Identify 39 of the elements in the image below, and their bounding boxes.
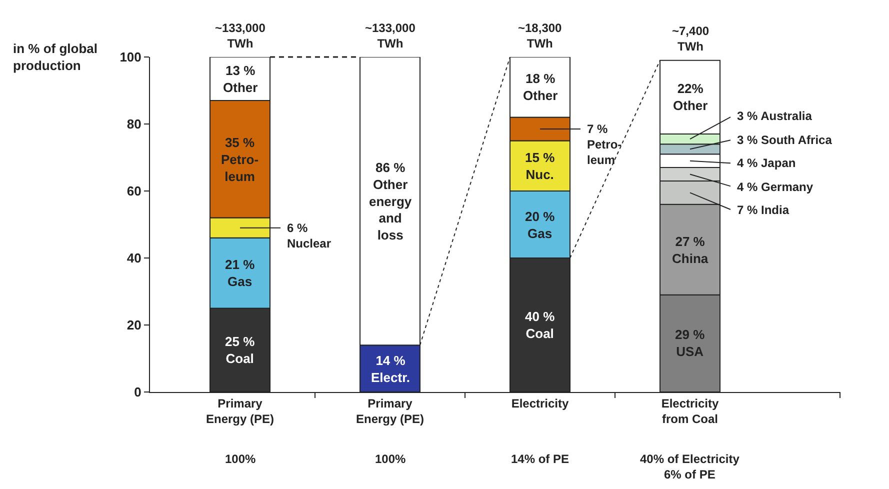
text: ~133,000 TWh — [365, 21, 416, 51]
text: ~18,300 TWh — [518, 21, 562, 51]
data-label: 14 % Electr. — [371, 353, 410, 385]
data-label: 40 % Coal — [525, 309, 556, 341]
text: 100% — [375, 452, 406, 466]
text: 100% — [225, 452, 256, 466]
data-label: 13 % Other — [223, 63, 258, 95]
data-label: 29 % USA — [675, 327, 706, 359]
data-label: 86 % Other energy and loss — [369, 160, 412, 243]
text: 14% of PE — [511, 452, 570, 466]
y-tick-label: 40 — [126, 250, 142, 266]
y-tick-label: 100 — [120, 50, 142, 65]
data-label: 3 % South Africa — [737, 133, 832, 147]
y-tick-label: 60 — [126, 184, 142, 199]
data-label: 21 % Gas — [225, 257, 256, 289]
data-label: 22% Other — [673, 81, 708, 113]
text: ~133,000 TWh — [215, 21, 266, 51]
data-label: 4 % Japan — [737, 156, 796, 170]
data-label: 27 % China — [672, 234, 709, 266]
y-tick-label: 0 — [134, 384, 142, 400]
data-label: 35 % Petro- leum — [221, 135, 259, 184]
text: ~7,400 TWh — [672, 24, 710, 54]
y-tick-label: 20 — [126, 318, 142, 333]
text: 40% of Electricity 6% of PE — [640, 452, 740, 482]
x-tick-label: Electricity — [511, 396, 569, 410]
data-label: 20 % Gas — [525, 209, 556, 241]
data-label: 6 % Nuclear — [287, 221, 332, 251]
data-label: 7 % India — [737, 203, 790, 217]
data-label: 25 % Coal — [225, 334, 256, 366]
x-tick-label: Electricity from Coal — [661, 396, 719, 426]
data-label: 7 % Petro- leum — [587, 122, 622, 168]
data-label: 15 % Nuc. — [525, 150, 556, 182]
x-tick-label: Primary Energy (PE) — [356, 396, 424, 426]
x-tick-label: Primary Energy (PE) — [206, 396, 274, 426]
data-label: 3 % Australia — [737, 109, 812, 123]
data-label: 18 % Other — [523, 71, 558, 103]
data-label: 4 % Germany — [737, 180, 814, 194]
y-axis-title: in % of global production — [13, 41, 98, 73]
y-tick-label: 80 — [126, 116, 142, 132]
